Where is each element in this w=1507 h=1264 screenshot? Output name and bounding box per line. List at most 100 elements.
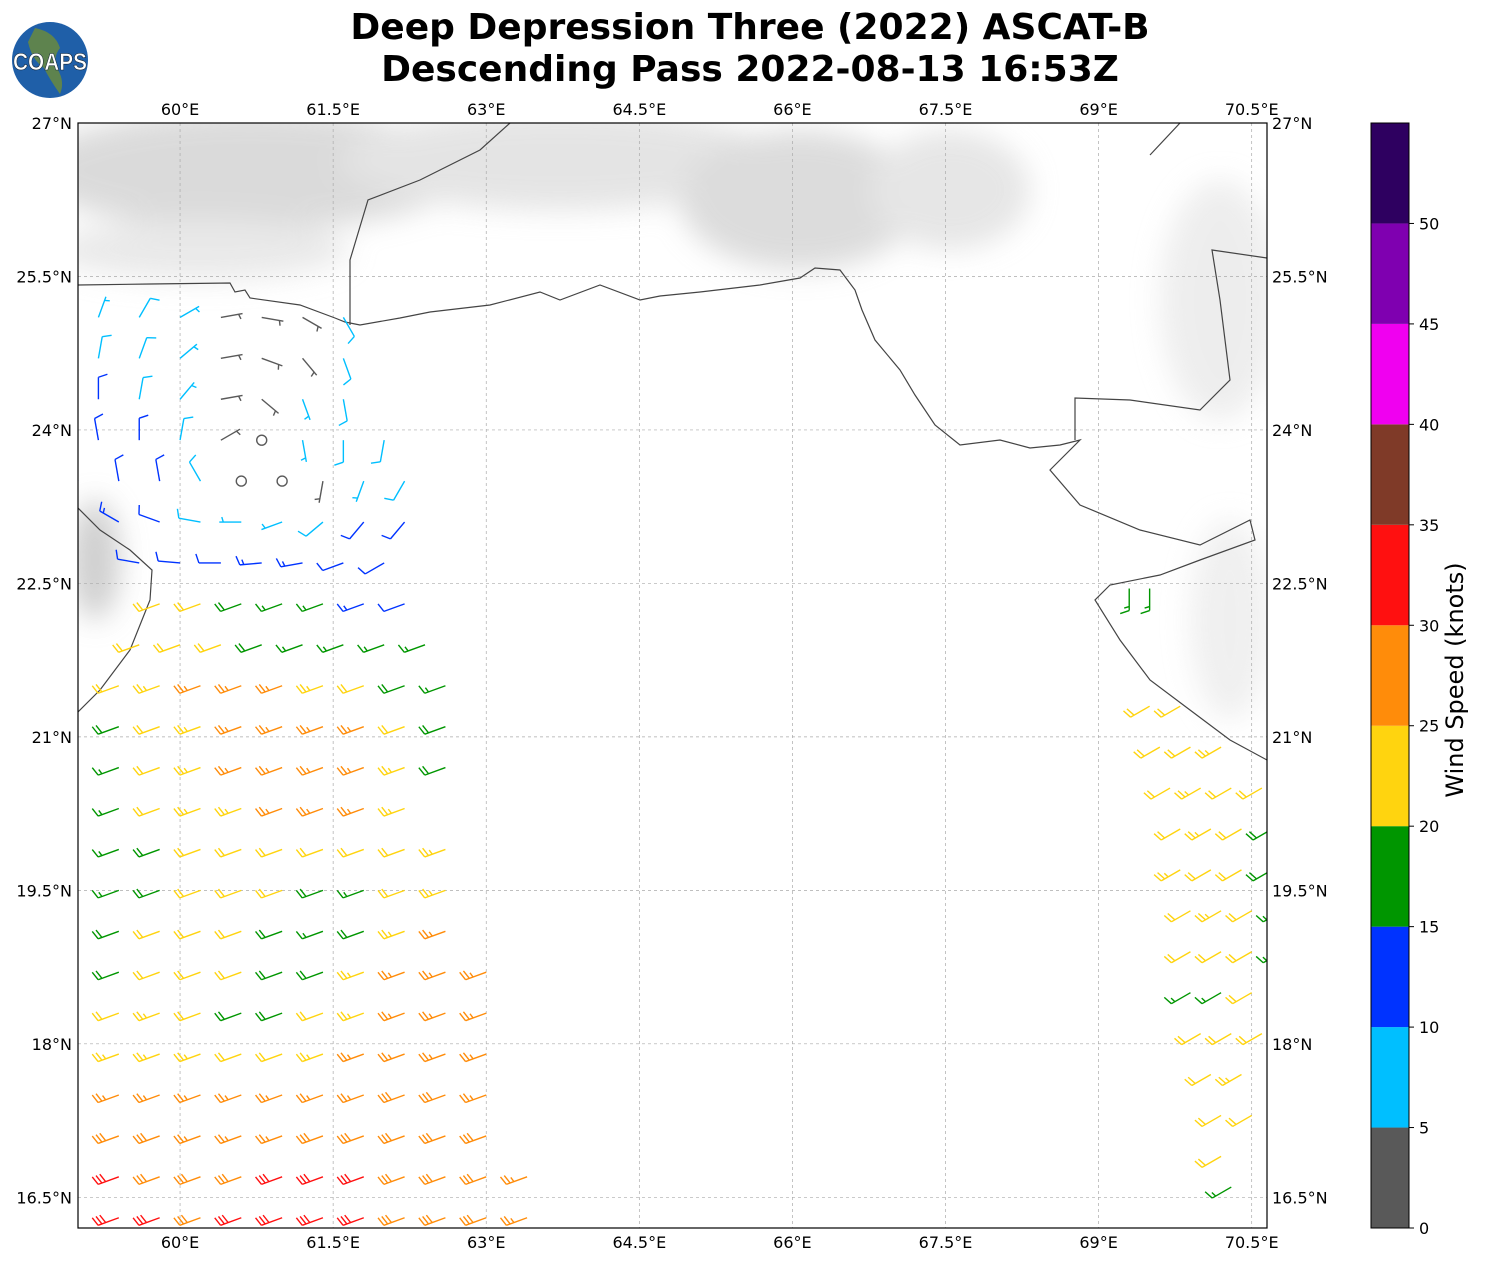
- wind-barb: [418, 1214, 446, 1226]
- barb-feather: [51, 1177, 57, 1184]
- wind-barb: [338, 399, 348, 427]
- barb-feather: [418, 1176, 426, 1185]
- wind-barb: [295, 684, 324, 694]
- barb-feather: [1194, 751, 1203, 759]
- barb-half-feather: [1163, 872, 1169, 878]
- barb-feather: [59, 1133, 65, 1140]
- barb-feather: [255, 1012, 262, 1022]
- barb-feather: [340, 1011, 348, 1020]
- barb-feather: [132, 1176, 140, 1185]
- barb-feather: [1225, 1119, 1234, 1127]
- barb-feather: [1157, 872, 1166, 880]
- lon-tick-label-bottom: 64.5°E: [612, 1233, 666, 1252]
- barb-feather: [217, 724, 225, 734]
- lat-tick-label-right: 22.5°N: [1272, 574, 1328, 593]
- wind-barb: [340, 521, 365, 540]
- wind-barb: [255, 888, 283, 899]
- barb-staff: [78, 808, 79, 810]
- wind-barb: [1153, 828, 1181, 841]
- barb-feather: [214, 1135, 222, 1144]
- barb-feather: [258, 1216, 266, 1225]
- barb-feather: [217, 1134, 225, 1143]
- barb-feather: [99, 501, 103, 512]
- barb-feather: [258, 724, 266, 734]
- lon-tick-label-bottom: 60°E: [161, 1233, 199, 1252]
- wind-barb: [316, 644, 344, 653]
- wind-barb: [152, 643, 181, 653]
- barb-feather: [334, 461, 344, 466]
- barb-feather: [255, 1053, 262, 1063]
- barb-feather: [347, 335, 355, 345]
- wind-barb: [1245, 872, 1267, 882]
- colorbar-segment: [1371, 625, 1409, 726]
- barb-feather: [214, 1053, 222, 1063]
- barb-feather: [1228, 1117, 1237, 1125]
- barb-feather: [255, 849, 262, 858]
- barb-half-feather: [235, 430, 241, 436]
- barb-feather: [1163, 751, 1172, 759]
- barb-feather: [299, 1052, 307, 1061]
- wind-barb: [132, 806, 160, 817]
- lat-tick-label-left: 21°N: [32, 728, 72, 747]
- barb-feather: [177, 1216, 185, 1225]
- lat-tick-label-right: 19.5°N: [1272, 881, 1328, 900]
- barb-feather: [340, 1175, 348, 1184]
- barb-staff: [178, 517, 201, 523]
- wind-barb: [295, 847, 324, 858]
- barb-feather: [177, 1052, 185, 1061]
- wind-barb: [91, 1011, 120, 1022]
- barb-feather: [377, 930, 385, 940]
- wind-barb: [1119, 588, 1130, 615]
- wind-barb: [91, 766, 120, 776]
- barb-feather: [1225, 955, 1234, 964]
- wind-barb: [255, 929, 283, 940]
- wind-barb: [1225, 992, 1253, 1005]
- wind-barb: [1194, 951, 1222, 964]
- barb-feather: [95, 970, 103, 979]
- barb-feather: [173, 1053, 181, 1063]
- wind-barb: [179, 305, 200, 319]
- wind-barb: [235, 555, 262, 566]
- barb-feather: [132, 849, 140, 858]
- wind-barb: [220, 353, 243, 361]
- barb-feather: [1228, 953, 1237, 962]
- wind-barb: [214, 1134, 242, 1145]
- wind-barb: [377, 847, 405, 858]
- barb-feather: [99, 1132, 107, 1142]
- barb-feather: [377, 1217, 385, 1226]
- barb-feather: [299, 724, 307, 734]
- barb-staff: [158, 560, 181, 564]
- colorbar-segment: [1371, 223, 1409, 324]
- barb-feather: [258, 684, 266, 693]
- barb-feather: [91, 1053, 99, 1063]
- barb-feather: [499, 1176, 507, 1185]
- barb-feather: [1174, 1037, 1183, 1046]
- barb-half-feather: [98, 810, 103, 816]
- wind-barb: [214, 602, 242, 613]
- wind-barb: [1184, 828, 1212, 841]
- barb-feather: [1184, 874, 1193, 882]
- barb-feather: [299, 1175, 307, 1184]
- wind-barb: [1140, 588, 1151, 615]
- barb-staff: [349, 521, 365, 540]
- barb-feather: [299, 1093, 307, 1102]
- barb-feather: [295, 849, 303, 858]
- barb-feather: [214, 930, 222, 940]
- barb-feather: [344, 1132, 352, 1142]
- wind-barb: [459, 1173, 487, 1186]
- wind-barb: [114, 454, 124, 482]
- barb-feather: [381, 684, 389, 693]
- barb-feather: [1174, 792, 1183, 800]
- wind-barb: [301, 399, 311, 421]
- lon-tick-label-bottom: 69°E: [1079, 1233, 1117, 1252]
- wind-barb: [255, 1093, 283, 1104]
- colorbar-frame: [1370, 122, 1410, 1229]
- barb-feather: [459, 1012, 467, 1022]
- barb-feather: [177, 684, 185, 693]
- wind-barb: [295, 806, 324, 817]
- barb-feather: [173, 971, 181, 981]
- wind-barb: [173, 929, 201, 940]
- wind-barb: [418, 1011, 446, 1022]
- wind-barb: [1235, 787, 1263, 800]
- barb-feather: [1136, 749, 1145, 757]
